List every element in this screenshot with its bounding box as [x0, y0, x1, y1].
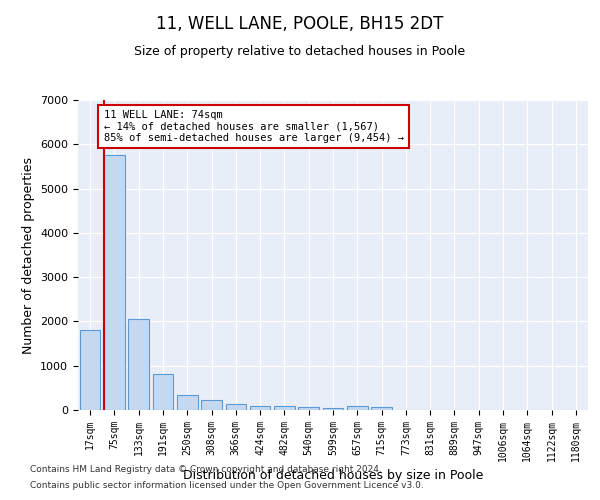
Text: Contains HM Land Registry data © Crown copyright and database right 2024.: Contains HM Land Registry data © Crown c… — [30, 466, 382, 474]
Y-axis label: Number of detached properties: Number of detached properties — [22, 156, 35, 354]
Bar — [177, 395, 197, 410]
Bar — [274, 406, 295, 410]
Bar — [80, 330, 100, 410]
Text: Contains public sector information licensed under the Open Government Licence v3: Contains public sector information licen… — [30, 480, 424, 490]
Bar — [371, 407, 392, 410]
Bar — [250, 406, 271, 410]
Bar — [152, 374, 173, 410]
Bar — [226, 404, 246, 410]
Bar — [323, 408, 343, 410]
X-axis label: Distribution of detached houses by size in Poole: Distribution of detached houses by size … — [183, 469, 483, 482]
Bar — [201, 400, 222, 410]
Bar — [347, 406, 368, 410]
Bar — [298, 407, 319, 410]
Bar — [104, 156, 125, 410]
Text: Size of property relative to detached houses in Poole: Size of property relative to detached ho… — [134, 45, 466, 58]
Text: 11 WELL LANE: 74sqm
← 14% of detached houses are smaller (1,567)
85% of semi-det: 11 WELL LANE: 74sqm ← 14% of detached ho… — [104, 110, 404, 143]
Bar — [128, 319, 149, 410]
Text: 11, WELL LANE, POOLE, BH15 2DT: 11, WELL LANE, POOLE, BH15 2DT — [157, 15, 443, 33]
